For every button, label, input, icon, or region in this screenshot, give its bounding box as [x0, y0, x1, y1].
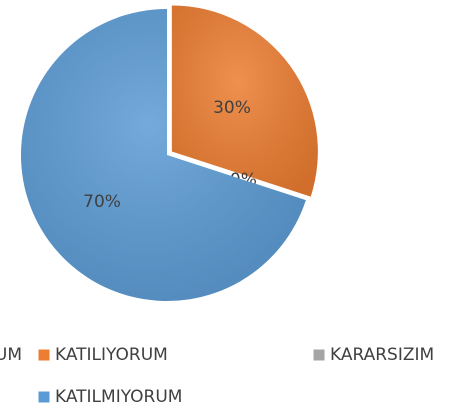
- legend-swatch: [37, 348, 51, 362]
- legend: UM KATILIYORUM KARARSIZIM KATILMIYORUM: [0, 345, 434, 407]
- legend-label: UM: [0, 345, 22, 365]
- legend-swatch: [312, 348, 326, 362]
- slice-shade: [171, 5, 318, 197]
- legend-label: KARARSIZIM: [330, 345, 434, 365]
- slice-shade: [20, 9, 306, 301]
- pie: 30%0%70%: [20, 5, 318, 301]
- legend-label: KATILIYORUM: [55, 345, 168, 365]
- legend-swatch: [37, 390, 51, 404]
- legend-label: KATILMIYORUM: [55, 387, 182, 407]
- data-label: 30%: [213, 98, 251, 118]
- data-label: 70%: [83, 192, 121, 212]
